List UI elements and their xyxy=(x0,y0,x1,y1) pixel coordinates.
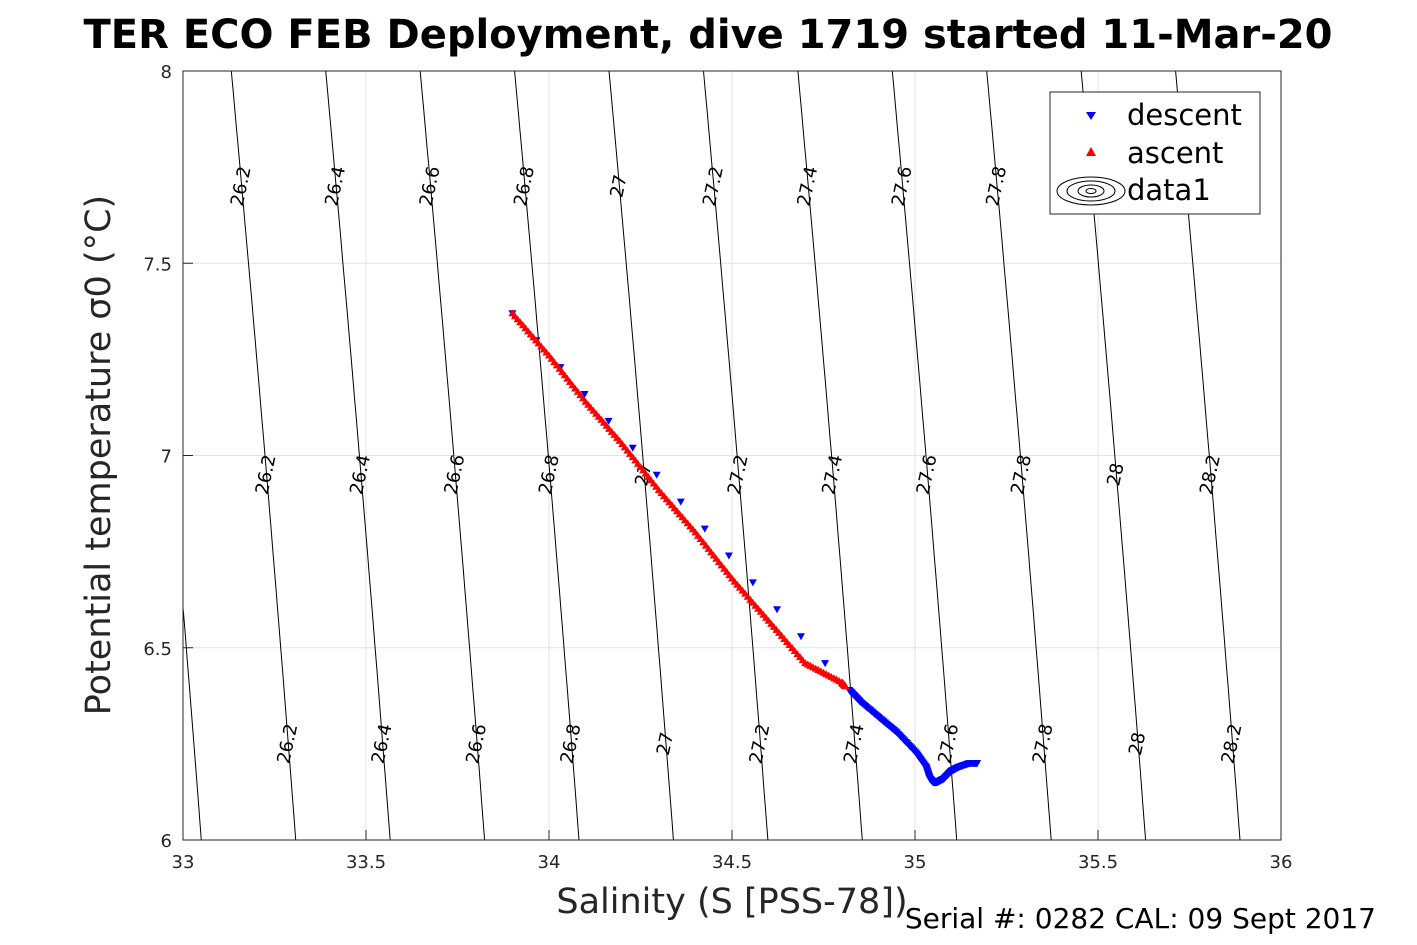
y-tick-label: 8 xyxy=(161,62,172,83)
legend-ascent-label: ascent xyxy=(1127,136,1223,170)
chart-title: TER ECO FEB Deployment, dive 1719 starte… xyxy=(83,12,1332,58)
isopycnal-line xyxy=(514,70,580,841)
contour-label: 28 xyxy=(1103,461,1128,488)
legend-box xyxy=(1049,91,1261,215)
x-tick-label: 33 xyxy=(172,852,195,873)
descent-point xyxy=(821,660,830,668)
isopycnal-line xyxy=(797,70,863,841)
descent-point xyxy=(973,760,982,768)
y-tick-label: 7 xyxy=(161,447,172,468)
y-tick-label: 7.5 xyxy=(143,254,172,275)
contour-label: 28 xyxy=(1125,730,1150,757)
y-tick-label: 6 xyxy=(161,831,172,852)
legend-descent-marker xyxy=(1086,112,1096,120)
legend-data1-label: data1 xyxy=(1127,173,1211,207)
contour-label: 27 xyxy=(606,173,631,200)
y-tick-label: 6.5 xyxy=(143,639,172,660)
descent-point xyxy=(604,417,613,425)
descent-point xyxy=(652,471,661,479)
x-tick-label: 36 xyxy=(1270,852,1293,873)
descent-point xyxy=(773,606,781,614)
data-series xyxy=(508,309,982,787)
x-tick-label: 35 xyxy=(904,852,927,873)
descent-point xyxy=(580,391,589,398)
isopycnal-line xyxy=(608,70,674,841)
descent-point xyxy=(700,525,709,533)
x-tick-label: 34.5 xyxy=(712,852,752,873)
calibration-footnote: Serial #: 0282 CAL: 09 Sept 2017 xyxy=(905,902,1376,935)
isopycnal-line xyxy=(419,70,486,841)
legend-contour-icon xyxy=(1056,176,1126,206)
isopycnal-line xyxy=(325,70,391,841)
axis-ticks: 33 33.5 34 34.5 35 35.5 36 6 6.5 7 7.5 8 xyxy=(143,62,1292,873)
legend-ascent-marker xyxy=(1086,147,1096,156)
x-axis-label: Salinity (S [PSS-78]) xyxy=(556,882,907,922)
descent-point xyxy=(748,579,757,587)
x-tick-label: 35.5 xyxy=(1078,852,1118,873)
y-axis-label: Potential temperature σ0 (°C) xyxy=(79,195,119,715)
isopycnal-line xyxy=(891,70,958,841)
isopycnal-line xyxy=(703,70,769,841)
legend-descent-label: descent xyxy=(1127,98,1242,132)
descent-point xyxy=(676,498,685,506)
legend: descent ascent data1 xyxy=(1049,91,1261,215)
isopycnal-line xyxy=(230,70,297,841)
isopycnal-line xyxy=(986,70,1052,841)
descent-point xyxy=(724,552,733,560)
x-tick-label: 34 xyxy=(538,852,561,873)
descent-point xyxy=(628,444,637,452)
x-tick-label: 33.5 xyxy=(346,852,386,873)
ascent-point xyxy=(841,682,850,690)
contour-label: 27 xyxy=(653,730,678,757)
descent-point xyxy=(797,633,805,641)
